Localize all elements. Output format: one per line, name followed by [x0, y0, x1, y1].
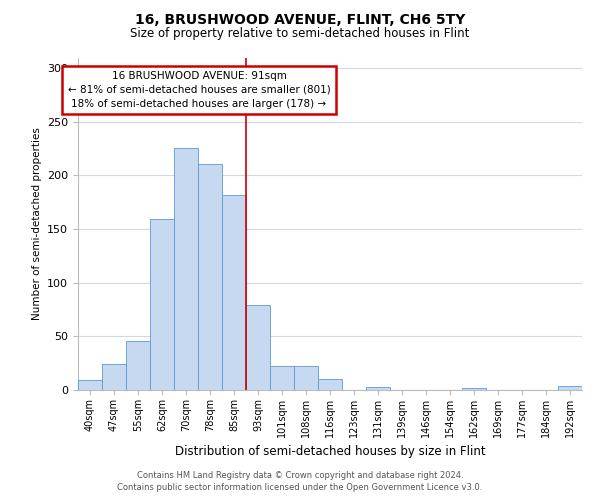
Bar	[318, 380, 342, 390]
Bar	[246, 306, 270, 390]
Y-axis label: Number of semi-detached properties: Number of semi-detached properties	[32, 128, 41, 320]
Bar	[150, 220, 174, 390]
Bar	[462, 388, 486, 390]
Bar	[78, 380, 102, 390]
Text: 16, BRUSHWOOD AVENUE, FLINT, CH6 5TY: 16, BRUSHWOOD AVENUE, FLINT, CH6 5TY	[135, 12, 465, 26]
Bar	[126, 340, 150, 390]
Text: Contains HM Land Registry data © Crown copyright and database right 2024.
Contai: Contains HM Land Registry data © Crown c…	[118, 471, 482, 492]
Bar	[294, 366, 318, 390]
Bar	[366, 387, 390, 390]
Bar	[558, 386, 582, 390]
Bar	[222, 195, 246, 390]
Text: Size of property relative to semi-detached houses in Flint: Size of property relative to semi-detach…	[130, 28, 470, 40]
Bar	[198, 164, 222, 390]
Bar	[174, 148, 198, 390]
Bar	[270, 366, 294, 390]
Bar	[102, 364, 126, 390]
Text: 16 BRUSHWOOD AVENUE: 91sqm
← 81% of semi-detached houses are smaller (801)
18% o: 16 BRUSHWOOD AVENUE: 91sqm ← 81% of semi…	[68, 71, 331, 109]
X-axis label: Distribution of semi-detached houses by size in Flint: Distribution of semi-detached houses by …	[175, 446, 485, 458]
